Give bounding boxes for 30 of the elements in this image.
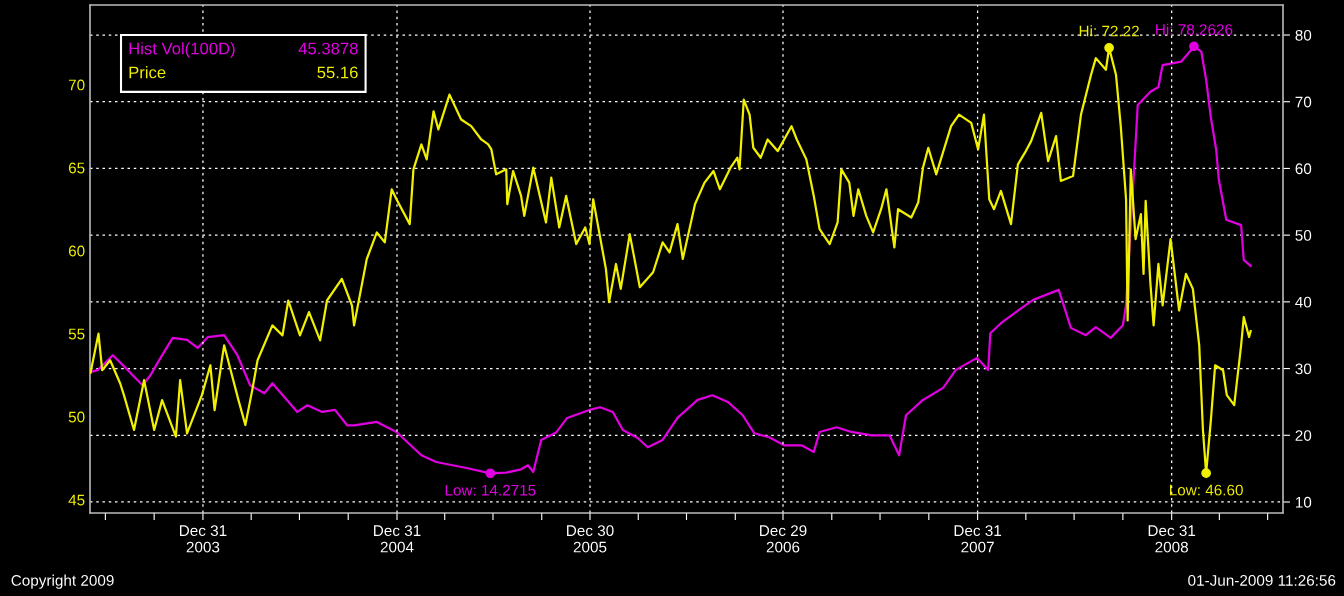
x-tick-label: Dec 30 2005 — [567, 525, 614, 553]
y-tick-label: 50 — [68, 411, 85, 423]
x-tick-label: Dec 31 2003 — [179, 525, 227, 553]
y2-tick-label: 50 — [1295, 230, 1312, 241]
annotation: 45.3878 — [298, 42, 358, 55]
y2-tick-label: 70 — [1295, 96, 1312, 108]
y2-tick-label: 10 — [1295, 496, 1312, 508]
annotation: Low: 46.60 — [1170, 484, 1243, 496]
y-tick-label: 65 — [68, 162, 85, 174]
x-tick-label: Dec 31 2004 — [374, 525, 421, 553]
y-tick-label: 45 — [68, 494, 85, 506]
text: Price — [129, 66, 166, 79]
text: Copyright 2009 — [11, 574, 114, 589]
y-tick-label: 55 — [68, 328, 85, 340]
y-tick-label: 70 — [68, 79, 85, 91]
text: 01-Jun-2009 11:26:56 — [1188, 575, 1336, 586]
y2-tick-label: 30 — [1295, 363, 1312, 375]
annotation: Hi: 72.22 — [1079, 25, 1139, 37]
annotation: Hi: 78.2626 — [1156, 23, 1233, 36]
y-tick-label: 60 — [68, 245, 85, 257]
y2-tick-label: 60 — [1295, 163, 1312, 175]
x-tick-label: Dec 31 2008 — [1148, 525, 1196, 553]
text: Hist Vol(100D) — [129, 42, 235, 58]
annotation: Low: 14.2715 — [445, 484, 536, 496]
y2-tick-label: 80 — [1295, 29, 1312, 41]
x-tick-label: Dec 29 2006 — [760, 525, 807, 553]
y2-tick-label: 20 — [1295, 430, 1312, 441]
annotation: 55.16 — [317, 66, 358, 79]
y2-tick-label: 40 — [1295, 296, 1312, 308]
x-tick-label: Dec 31 2007 — [954, 525, 1002, 553]
